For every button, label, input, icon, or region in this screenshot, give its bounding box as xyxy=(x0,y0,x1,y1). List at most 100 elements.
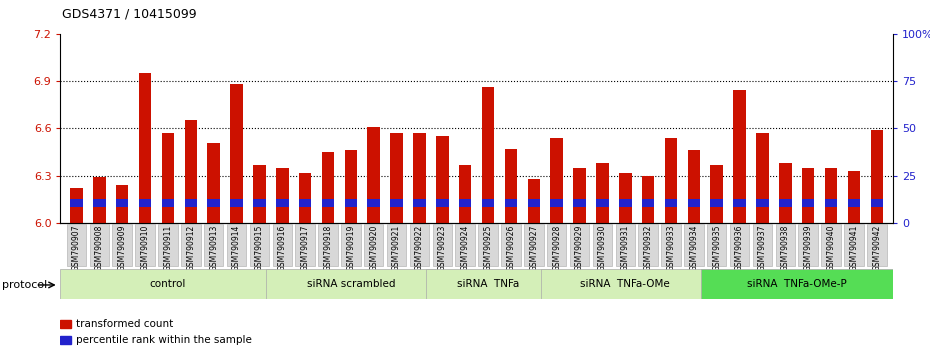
Bar xyxy=(596,199,608,207)
Text: GSM790924: GSM790924 xyxy=(460,225,470,271)
Text: siRNA  TNFa-OMe-P: siRNA TNFa-OMe-P xyxy=(747,279,846,289)
FancyBboxPatch shape xyxy=(272,224,292,266)
FancyBboxPatch shape xyxy=(113,224,132,266)
Text: GSM790907: GSM790907 xyxy=(72,225,81,271)
Bar xyxy=(687,150,700,223)
FancyBboxPatch shape xyxy=(387,224,406,266)
FancyBboxPatch shape xyxy=(341,224,361,266)
Text: siRNA  TNFa: siRNA TNFa xyxy=(457,279,519,289)
FancyBboxPatch shape xyxy=(776,224,795,266)
Text: GSM790936: GSM790936 xyxy=(735,225,744,271)
Bar xyxy=(367,199,380,207)
FancyBboxPatch shape xyxy=(592,224,612,266)
FancyBboxPatch shape xyxy=(266,269,435,299)
FancyBboxPatch shape xyxy=(524,224,543,266)
Bar xyxy=(436,199,448,207)
Text: GSM790915: GSM790915 xyxy=(255,225,264,271)
Bar xyxy=(847,171,860,223)
Text: GSM790941: GSM790941 xyxy=(849,225,858,271)
Bar xyxy=(93,199,106,207)
FancyBboxPatch shape xyxy=(821,224,841,266)
Bar xyxy=(139,199,152,207)
Text: GSM790935: GSM790935 xyxy=(712,225,722,271)
Text: GSM790928: GSM790928 xyxy=(552,225,561,271)
Bar xyxy=(207,199,220,207)
Text: GSM790918: GSM790918 xyxy=(324,225,333,271)
Text: GSM790910: GSM790910 xyxy=(140,225,150,271)
Bar xyxy=(527,199,540,207)
Text: GSM790932: GSM790932 xyxy=(644,225,653,271)
Text: GSM790934: GSM790934 xyxy=(689,225,698,271)
Bar xyxy=(596,163,608,223)
FancyBboxPatch shape xyxy=(364,224,383,266)
Bar xyxy=(825,168,837,223)
Bar xyxy=(162,133,174,223)
FancyBboxPatch shape xyxy=(296,224,315,266)
Bar xyxy=(505,199,517,207)
Bar xyxy=(825,199,837,207)
Text: GSM790917: GSM790917 xyxy=(300,225,310,271)
FancyBboxPatch shape xyxy=(67,224,86,266)
Bar xyxy=(391,199,403,207)
Text: GSM790908: GSM790908 xyxy=(95,225,104,271)
FancyBboxPatch shape xyxy=(181,224,201,266)
FancyBboxPatch shape xyxy=(844,224,864,266)
FancyBboxPatch shape xyxy=(752,224,772,266)
Text: GDS4371 / 10415099: GDS4371 / 10415099 xyxy=(62,7,197,20)
Text: GSM790911: GSM790911 xyxy=(164,225,172,271)
Bar xyxy=(436,136,448,223)
FancyBboxPatch shape xyxy=(426,269,550,299)
Bar xyxy=(551,199,563,207)
FancyBboxPatch shape xyxy=(135,224,154,266)
Text: GSM790939: GSM790939 xyxy=(804,225,813,271)
Bar xyxy=(253,165,266,223)
FancyBboxPatch shape xyxy=(410,224,430,266)
Text: GSM790927: GSM790927 xyxy=(529,225,538,271)
Bar xyxy=(70,199,83,207)
Text: GSM790940: GSM790940 xyxy=(827,225,835,271)
Text: GSM790923: GSM790923 xyxy=(438,225,446,271)
Bar xyxy=(642,199,655,207)
Text: GSM790929: GSM790929 xyxy=(575,225,584,271)
Bar xyxy=(665,138,677,223)
Text: GSM790942: GSM790942 xyxy=(872,225,882,271)
Bar xyxy=(253,199,266,207)
Bar xyxy=(505,149,517,223)
FancyBboxPatch shape xyxy=(616,224,635,266)
Bar xyxy=(276,199,288,207)
Bar xyxy=(756,133,769,223)
Text: GSM790909: GSM790909 xyxy=(118,225,126,271)
Text: GSM790913: GSM790913 xyxy=(209,225,219,271)
Bar xyxy=(162,199,174,207)
Text: protocol: protocol xyxy=(2,280,47,290)
Bar xyxy=(711,199,723,207)
Bar xyxy=(482,199,495,207)
FancyBboxPatch shape xyxy=(638,224,658,266)
FancyBboxPatch shape xyxy=(456,224,475,266)
Bar xyxy=(802,168,815,223)
FancyBboxPatch shape xyxy=(89,224,109,266)
Bar xyxy=(733,199,746,207)
Bar xyxy=(60,320,71,329)
Text: GSM790931: GSM790931 xyxy=(620,225,630,271)
FancyBboxPatch shape xyxy=(707,224,726,266)
Bar xyxy=(207,143,220,223)
FancyBboxPatch shape xyxy=(158,224,178,266)
FancyBboxPatch shape xyxy=(501,224,521,266)
Text: GSM790937: GSM790937 xyxy=(758,225,767,271)
Bar xyxy=(93,177,106,223)
Bar xyxy=(231,84,243,223)
Bar xyxy=(231,199,243,207)
FancyBboxPatch shape xyxy=(867,224,886,266)
Text: GSM790914: GSM790914 xyxy=(232,225,241,271)
Bar xyxy=(116,199,128,207)
Bar xyxy=(345,150,357,223)
FancyBboxPatch shape xyxy=(478,224,498,266)
Bar xyxy=(527,179,540,223)
FancyBboxPatch shape xyxy=(661,224,681,266)
Bar xyxy=(322,152,334,223)
FancyBboxPatch shape xyxy=(318,224,338,266)
Bar xyxy=(573,199,586,207)
Bar xyxy=(458,165,472,223)
Bar xyxy=(322,199,334,207)
